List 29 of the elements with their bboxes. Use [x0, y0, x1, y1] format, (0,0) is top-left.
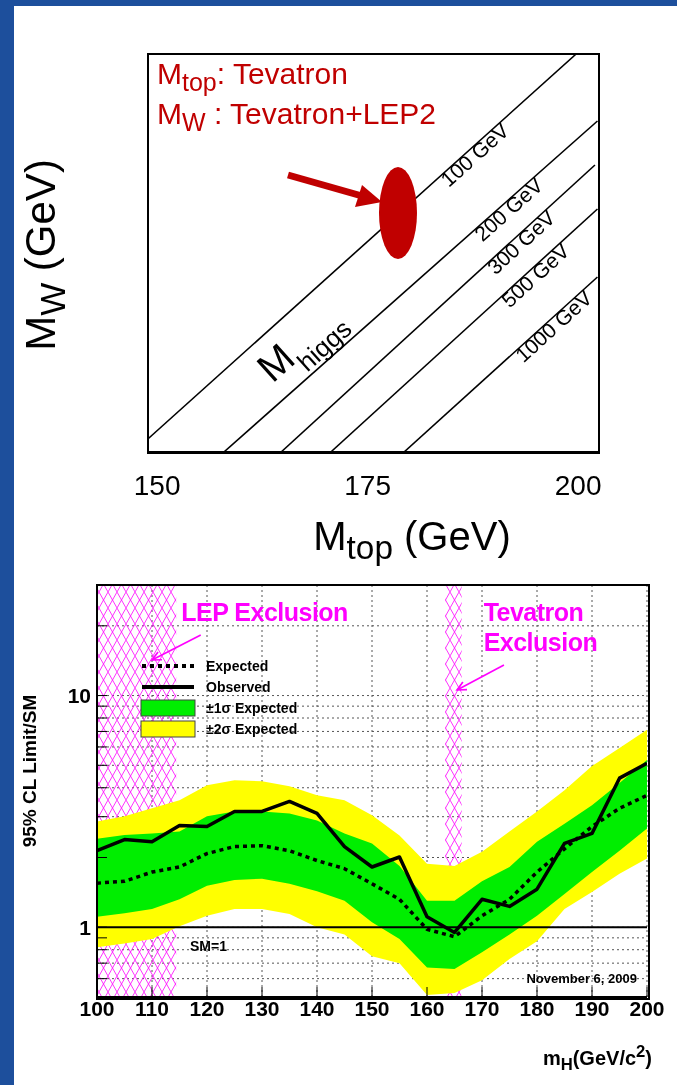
- legend-label: Expected: [206, 657, 269, 674]
- x-tick-label: 160: [409, 996, 445, 1020]
- ref-line-label: SM=1: [190, 938, 228, 955]
- x-tick-label: 130: [244, 996, 280, 1020]
- x-axis-title: M$_{top}$ (GeV): [313, 513, 511, 567]
- x-axis-title: m$_{H}$(GeV/c$^{2}$): [542, 1042, 652, 1075]
- x-tick-label: 100: [79, 996, 115, 1020]
- legend-label: ±2σ Expected: [206, 720, 298, 737]
- legend-label: Observed: [206, 678, 271, 695]
- x-tick-label: 180: [519, 996, 555, 1020]
- x-tick-label: 120: [189, 996, 225, 1020]
- annotation: November 6, 2009: [526, 971, 637, 986]
- annotation: M$_{top}$: Tevatron: [157, 57, 348, 96]
- band-label: Tevatron Exclusion: [483, 597, 599, 657]
- x-tick-label: 170: [464, 996, 500, 1020]
- y-axis-title: 95% CL Limit/SM: [19, 694, 41, 848]
- x-tick-label: 200: [629, 996, 665, 1020]
- x-tick-label: 110: [135, 996, 169, 1020]
- x-tick-label: 200: [554, 469, 602, 501]
- annotation: M$_{W}$ : Tevatron+LEP2: [157, 97, 437, 138]
- x-tick-label: 175: [344, 469, 391, 501]
- x-tick-label: 190: [574, 996, 610, 1020]
- x-tick-label: 150: [354, 996, 390, 1020]
- x-tick-label: 140: [299, 996, 335, 1020]
- band-label: LEP Exclusion: [181, 597, 348, 627]
- y-tick-label: 10: [67, 684, 91, 707]
- legend-label: ±1σ Expected: [206, 699, 298, 716]
- x-tick-label: 150: [133, 469, 181, 501]
- y-tick-label: 1: [79, 915, 92, 939]
